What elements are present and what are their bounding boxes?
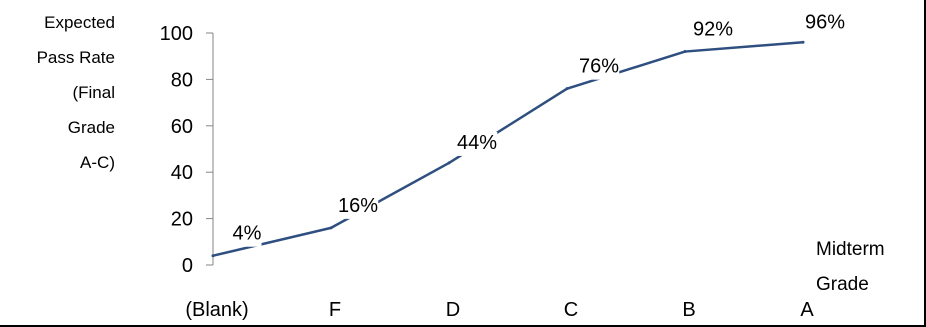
data-label: 16% xyxy=(338,195,378,217)
x-axis-label-line-2: Grade xyxy=(816,274,869,295)
data-label-bg xyxy=(692,18,734,43)
x-tick-label: C xyxy=(564,299,578,321)
y-axis-label-line-5: A-C) xyxy=(80,153,115,172)
data-label-bg xyxy=(232,222,262,247)
data-label-bg xyxy=(804,11,846,36)
y-tick-label: 0 xyxy=(182,255,193,277)
data-point xyxy=(683,50,687,54)
series-line xyxy=(212,41,804,257)
data-label: 4% xyxy=(233,223,262,245)
y-tick-label: 40 xyxy=(171,162,193,184)
y-axis-label-line-3: (Final xyxy=(72,83,115,102)
x-tick-label: D xyxy=(446,299,460,321)
data-label-bg xyxy=(456,131,498,156)
data-label-bg xyxy=(337,194,379,219)
data-label: 44% xyxy=(457,132,497,154)
x-tick-label: F xyxy=(329,299,341,321)
data-point xyxy=(801,40,805,44)
data-label: 96% xyxy=(805,11,845,33)
x-tick-label: (Blank) xyxy=(185,299,248,321)
y-axis-label-line-4: Grade xyxy=(67,118,115,137)
data-point xyxy=(329,226,333,230)
y-tick-label: 80 xyxy=(171,69,193,91)
y-axis-label-line-1: Expected xyxy=(44,13,115,32)
y-tick-label: 20 xyxy=(171,209,193,231)
data-point xyxy=(565,87,569,91)
y-tick-label: 60 xyxy=(171,116,193,138)
x-tick-label: B xyxy=(682,299,695,321)
y-axis-label-line-2: Pass Rate xyxy=(36,48,115,67)
data-label: 76% xyxy=(579,56,619,78)
data-label: 92% xyxy=(693,19,733,41)
data-label-bg xyxy=(578,55,620,80)
y-tick-label: 100 xyxy=(160,23,193,45)
x-axis-label-line-1: Midterm xyxy=(816,239,885,260)
data-point xyxy=(211,254,215,258)
x-tick-label: A xyxy=(800,299,814,321)
data-point xyxy=(447,161,451,165)
